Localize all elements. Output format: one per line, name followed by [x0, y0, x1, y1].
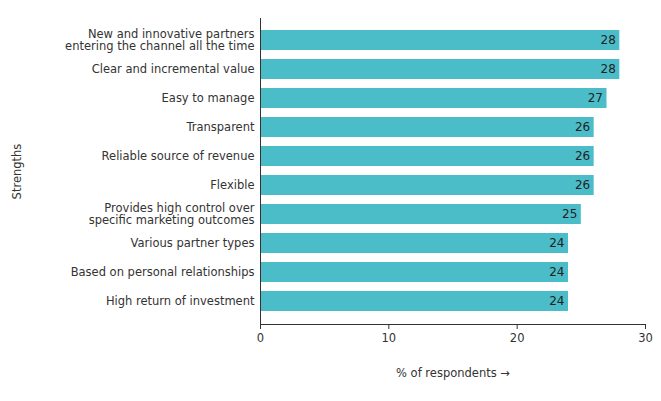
- svg-text:Reliable source of revenue: Reliable source of revenue: [102, 149, 255, 163]
- svg-text:30: 30: [638, 331, 653, 345]
- svg-text:High return of investment: High return of investment: [106, 294, 255, 308]
- svg-text:Provides high control overspec: Provides high control overspecific marke…: [89, 201, 255, 227]
- svg-text:Based on personal relationship: Based on personal relationships: [71, 265, 255, 279]
- svg-text:25: 25: [562, 207, 577, 221]
- svg-text:27: 27: [588, 91, 603, 105]
- svg-text:24: 24: [549, 294, 564, 308]
- svg-text:Clear and incremental value: Clear and incremental value: [92, 62, 255, 76]
- svg-text:26: 26: [575, 120, 590, 134]
- svg-text:Flexible: Flexible: [210, 178, 254, 192]
- svg-text:26: 26: [575, 178, 590, 192]
- svg-text:26: 26: [575, 149, 590, 163]
- svg-text:10: 10: [382, 331, 397, 345]
- svg-text:Various partner types: Various partner types: [131, 236, 255, 250]
- svg-text:28: 28: [601, 62, 616, 76]
- svg-text:24: 24: [549, 265, 564, 279]
- svg-text:Easy to manage: Easy to manage: [162, 91, 255, 105]
- svg-text:% of respondents →: % of respondents →: [396, 366, 510, 380]
- svg-text:24: 24: [549, 236, 564, 250]
- svg-text:0: 0: [257, 331, 264, 345]
- svg-text:28: 28: [601, 33, 616, 47]
- svg-text:Transparent: Transparent: [185, 120, 255, 134]
- svg-text:Strengths: Strengths: [10, 144, 24, 200]
- svg-text:New and innovative partnersent: New and innovative partnersentering the …: [65, 27, 254, 53]
- svg-text:20: 20: [510, 331, 525, 345]
